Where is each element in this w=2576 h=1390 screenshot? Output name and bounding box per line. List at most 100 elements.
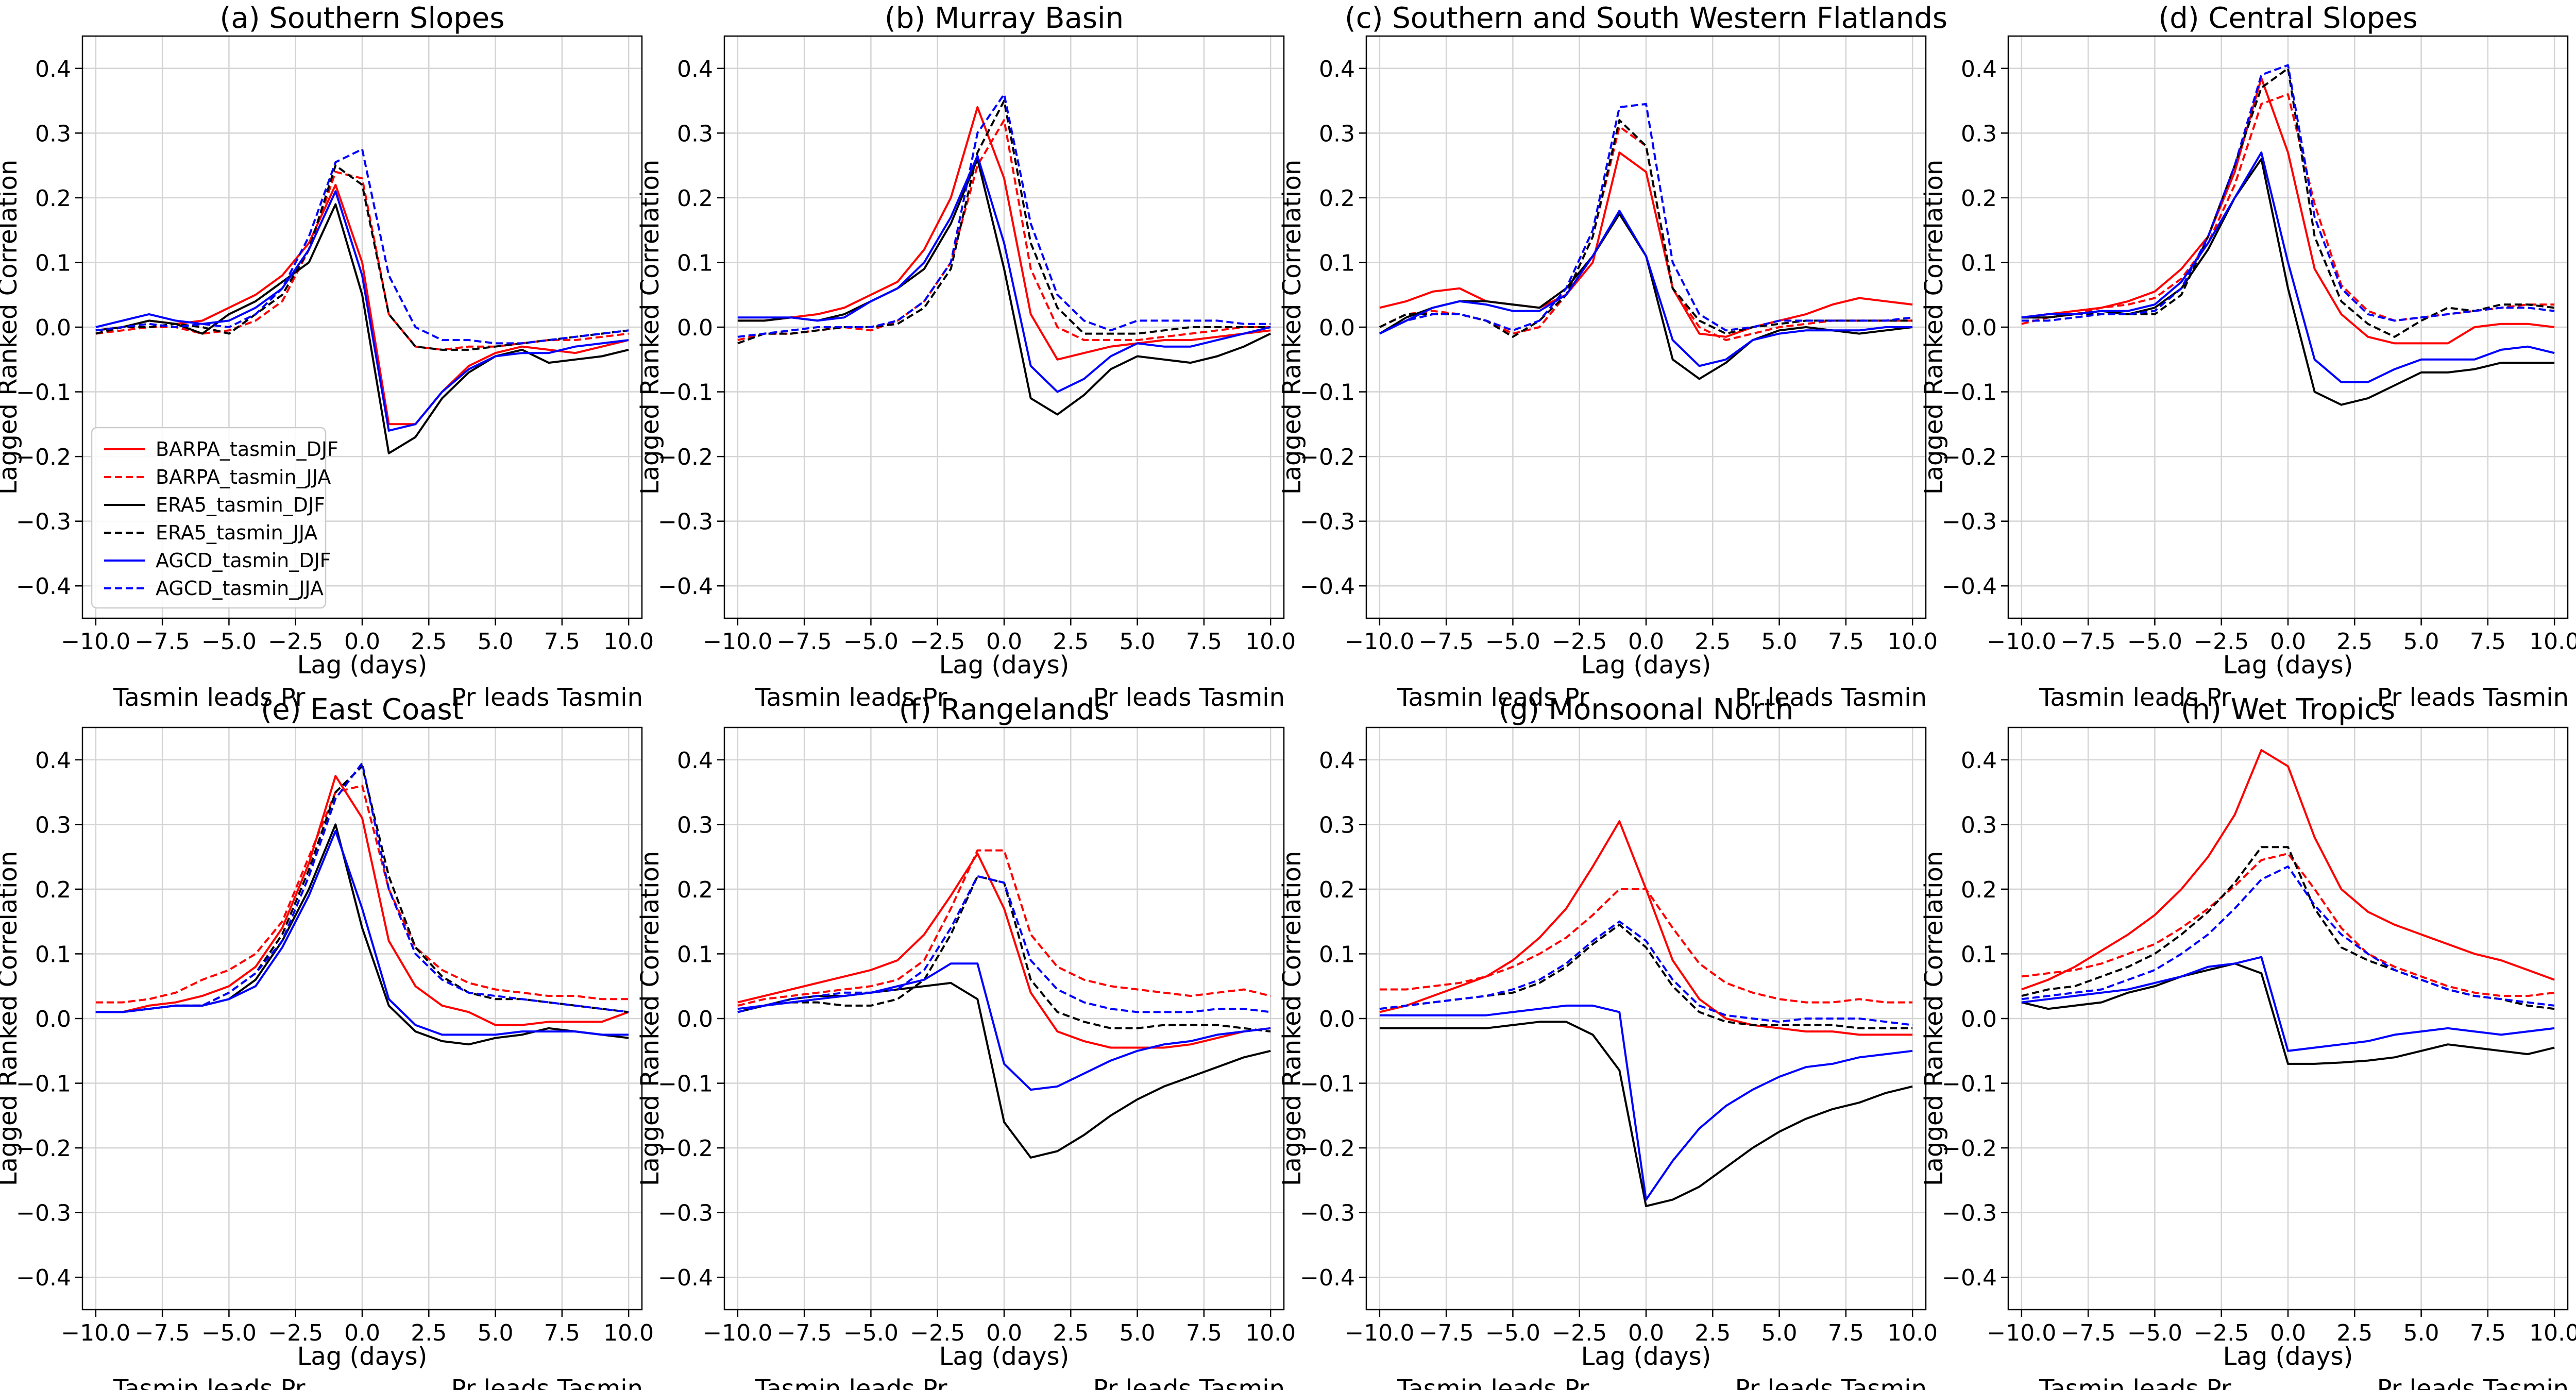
series-line-AGCD_tasmin_DJF [2021,151,2555,383]
x-tick-label: 0.0 [2270,629,2306,655]
left-note: Tasmin leads Pr [113,683,306,712]
series-line-BARPA_tasmin_DJF [2021,749,2555,991]
y-tick-label: 0.2 [677,185,713,212]
y-tick-label: −0.4 [1300,1265,1355,1291]
series-line-BARPA_tasmin_DJF [2021,77,2555,345]
y-tick-label: 0.3 [1961,121,1997,147]
legend-label: AGCD_tasmin_JJA [156,577,324,600]
y-tick-label: 0.3 [677,121,713,147]
x-tick-label: −5.0 [843,1320,899,1346]
x-tick-label: 7.5 [1828,1320,1864,1346]
x-tick-label: 10.0 [2529,629,2576,655]
x-tick-label: 2.5 [1053,629,1089,655]
series-line-BARPA_tasmin_DJF [95,183,629,426]
series-line-AGCD_tasmin_DJF [737,962,1271,1091]
series-line-AGCD_tasmin_JJA [2021,64,2555,322]
x-tick-label: 2.5 [1694,1320,1731,1346]
y-tick-label: 0.4 [1961,748,1997,774]
x-tick-label: −10.0 [1345,1320,1414,1346]
y-tick-label: 0.0 [35,315,71,341]
legend-box [91,427,327,609]
y-tick-label: −0.2 [658,444,713,470]
y-tick-label: 0.4 [1319,56,1355,82]
y-tick-label: 0.2 [1319,185,1355,212]
series-line-BARPA_tasmin_JJA [737,849,1271,1007]
series-line-AGCD_tasmin_DJF [2021,956,2555,1052]
y-axis-label: Lagged Ranked Correlation [1278,851,1307,1186]
y-tick-label: −0.2 [658,1135,713,1162]
x-tick-label: −10.0 [1345,629,1414,655]
y-tick-label: 0.3 [677,812,713,838]
x-tick-label: 7.5 [2470,1320,2506,1346]
x-tick-label: 2.5 [1053,1320,1089,1346]
right-note: Pr leads Tasmin [1735,683,1927,712]
left-note: Tasmin leads Pr [755,1375,947,1390]
x-tick-label: −10.0 [703,629,772,655]
x-tick-label: 7.5 [544,629,580,655]
y-tick-label: −0.4 [1300,573,1355,600]
series-line-ERA5_tasmin_JJA [737,99,1271,345]
legend-label: ERA5_tasmin_JJA [156,521,317,544]
right-note: Pr leads Tasmin [2377,1375,2569,1390]
legend-label: AGCD_tasmin_DJF [156,549,331,572]
series-line-AGCD_tasmin_DJF [1379,210,1913,367]
right-note: Pr leads Tasmin [1735,1375,1927,1390]
x-tick-label: 5.0 [1761,1320,1798,1346]
panel-h: −10.0 −7.5 −5.0 −2.5 0.0 2.5 5.0 7.5 10.0 −0.4 −0.… [1920,693,2576,1390]
x-tick-label: −10.0 [61,629,130,655]
y-tick-label: −0.4 [658,1265,713,1291]
y-tick-label: −0.3 [658,1200,713,1227]
x-tick-label: 10.0 [1887,1320,1938,1346]
y-tick-label: −0.3 [658,509,713,535]
panel-title: (d) Central Slopes [2158,2,2417,35]
series-line-BARPA_tasmin_JJA [1379,888,1913,1004]
right-note: Pr leads Tasmin [1093,1375,1285,1390]
x-tick-label: 2.5 [1694,629,1731,655]
x-tick-label: −10.0 [703,1320,772,1346]
x-tick-label: 0.0 [1628,1320,1664,1346]
y-tick-label: −0.3 [16,509,71,535]
series-line-BARPA_tasmin_DJF [1379,151,1913,338]
x-tick-label: −7.5 [777,1320,832,1346]
x-axis-label: Lag (days) [939,1342,1070,1371]
x-tick-label: −2.5 [910,629,965,655]
series-line-AGCD_tasmin_DJF [737,155,1271,393]
y-tick-label: 0.4 [35,56,71,82]
x-tick-label: −2.5 [2194,629,2249,655]
x-tick-label: 0.0 [344,1320,380,1346]
legend-label: BARPA_tasmin_JJA [156,466,331,488]
left-note: Tasmin leads Pr [1397,1375,1589,1390]
series-line-BARPA_tasmin_JJA [95,785,629,1004]
y-tick-label: 0.1 [677,250,713,276]
x-tick-label: 10.0 [1245,1320,1296,1346]
panel-title: (c) Southern and South Western Flatlands [1345,2,1947,35]
x-tick-label: 0.0 [986,629,1022,655]
x-tick-label: 5.0 [478,1320,514,1346]
x-tick-label: 7.5 [1186,1320,1222,1346]
x-tick-label: −7.5 [1419,629,1474,655]
left-note: Tasmin leads Pr [1397,683,1589,712]
y-tick-label: −0.4 [1942,573,1997,600]
series-line-ERA5_tasmin_DJF [95,203,629,454]
y-tick-label: −0.3 [1942,1200,1997,1227]
y-tick-label: 0.0 [35,1006,71,1032]
x-tick-label: −7.5 [777,629,832,655]
y-tick-label: 0.1 [35,941,71,968]
y-tick-label: 0.2 [35,185,71,212]
x-tick-label: −7.5 [2061,629,2116,655]
panel-g: −10.0 −7.5 −5.0 −2.5 0.0 2.5 5.0 7.5 10.0 −0.4 −0.… [1278,693,1938,1390]
y-tick-label: −0.1 [658,1071,713,1097]
x-tick-label: 0.0 [2270,1320,2306,1346]
series-line-AGCD_tasmin_JJA [737,93,1271,338]
x-tick-label: −2.5 [910,1320,965,1346]
x-axis-label: Lag (days) [2223,1342,2353,1371]
y-tick-label: −0.2 [16,1135,71,1162]
x-tick-label: −5.0 [201,629,257,655]
x-axis-label: Lag (days) [2223,651,2353,680]
x-tick-label: 5.0 [1761,629,1798,655]
y-tick-label: −0.4 [658,573,713,600]
y-tick-label: 0.1 [1319,250,1355,276]
y-tick-label: −0.1 [16,380,71,406]
panel-title: (a) Southern Slopes [220,2,505,35]
y-tick-label: 0.4 [677,56,713,82]
